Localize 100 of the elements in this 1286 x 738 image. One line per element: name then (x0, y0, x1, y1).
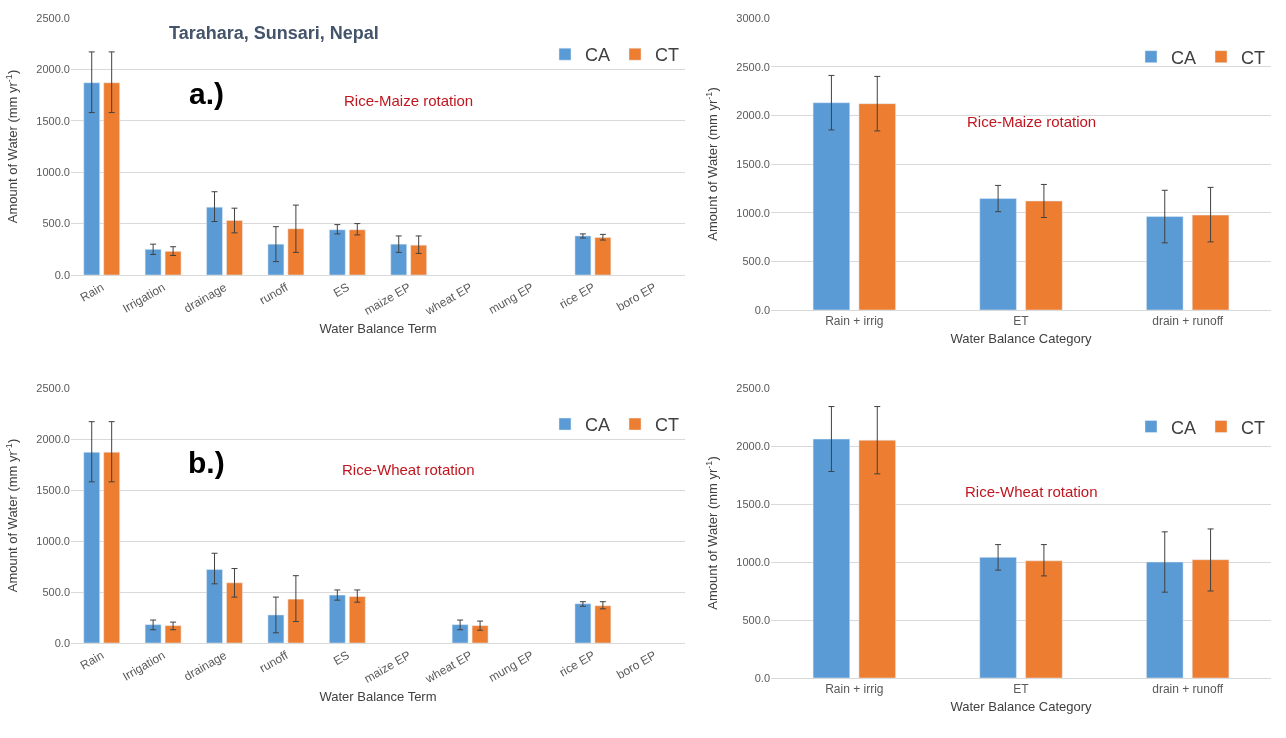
x-tick-label: boro EP (614, 280, 659, 314)
x-tick-label: mung EP (486, 648, 536, 685)
bar (979, 557, 1017, 678)
y-tick-label: 1500.0 (36, 483, 70, 496)
bar (1192, 214, 1230, 310)
y-tick-label: 0.0 (54, 268, 70, 281)
y-tick-label: 2000.0 (736, 439, 770, 452)
annotation: a.) (189, 77, 225, 110)
bar (83, 452, 100, 643)
x-tick-label: Rain + irrig (825, 314, 884, 329)
y-tick-label: 2000.0 (36, 63, 70, 76)
bar (103, 82, 120, 275)
x-tick-label: drain + runoff (1152, 314, 1224, 329)
x-tick-label: drain + runoff (1152, 682, 1224, 697)
bar (1146, 216, 1184, 310)
chart-title: Tarahara, Sunsari, Nepal (169, 23, 379, 43)
bar (812, 102, 850, 310)
y-tick-label: 2000.0 (36, 432, 70, 445)
bar (144, 624, 162, 643)
legend-label: CA (1171, 47, 1197, 68)
bar (594, 605, 612, 643)
y-tick-label: 0.0 (54, 636, 70, 649)
bar (164, 625, 182, 643)
y-tick-label: 500.0 (742, 613, 770, 626)
y-tick-label: 500.0 (742, 255, 770, 268)
y-tick-label: 1000.0 (36, 534, 70, 547)
legend-label: CA (1171, 417, 1197, 438)
bar (574, 603, 592, 643)
bar (1025, 200, 1063, 310)
x-tick-label: ES (330, 280, 352, 301)
bar (390, 243, 407, 275)
x-tick-label: rice EP (556, 280, 598, 312)
bar (164, 251, 182, 275)
bar (574, 235, 592, 275)
legend-label: CA (585, 45, 611, 66)
bar (349, 229, 366, 275)
x-axis-title: Water Balance Category (950, 331, 1093, 346)
bar (287, 598, 305, 643)
legend-label: CT (1241, 417, 1266, 438)
y-tick-label: 2500.0 (736, 60, 770, 73)
x-tick-label: ET (1013, 314, 1030, 329)
bar (287, 228, 305, 275)
bar (594, 237, 612, 275)
bar (858, 439, 896, 678)
bar (349, 596, 366, 643)
legend-label: CT (655, 45, 680, 66)
bar (329, 229, 346, 275)
bar (206, 569, 223, 643)
x-tick-label: Rain (77, 648, 107, 673)
x-axis-title: Water Balance Term (319, 688, 437, 704)
bar (226, 220, 243, 275)
y-tick-label: 500.0 (42, 585, 70, 598)
annotation: Rice-Wheat rotation (342, 461, 475, 478)
bar (451, 624, 469, 643)
y-tick-label: 1500.0 (736, 497, 770, 510)
bar (410, 244, 427, 275)
bar (1192, 559, 1230, 678)
y-tick-label: 0.0 (754, 303, 770, 316)
x-axis-title: Water Balance Category (950, 699, 1093, 714)
bar (83, 82, 100, 275)
x-tick-label: boro EP (614, 648, 659, 682)
annotation: Rice-Wheat rotation (965, 483, 1098, 500)
legend-label: CT (655, 415, 680, 436)
x-axis-title: Water Balance Term (319, 320, 437, 336)
bar (206, 206, 223, 275)
y-tick-label: 2500.0 (736, 381, 770, 394)
bar (858, 103, 896, 310)
x-tick-label: Rain + irrig (825, 682, 884, 697)
x-tick-label: ES (330, 648, 352, 669)
annotation: Rice-Maize rotation (967, 113, 1097, 130)
bar (267, 243, 285, 275)
legend-label: CA (585, 415, 611, 436)
y-tick-label: 2000.0 (736, 109, 770, 122)
bar (267, 614, 285, 643)
x-tick-label: ET (1013, 682, 1030, 697)
y-tick-label: 1000.0 (736, 206, 770, 219)
y-tick-label: 3000.0 (736, 11, 770, 24)
bar (144, 249, 162, 275)
bar (329, 594, 346, 643)
legend-label: CT (1241, 47, 1266, 68)
y-tick-label: 1500.0 (36, 114, 70, 127)
bar (471, 625, 489, 643)
bar (226, 582, 243, 643)
y-tick-label: 1000.0 (736, 555, 770, 568)
y-tick-label: 2500.0 (36, 381, 70, 394)
y-tick-label: 500.0 (42, 217, 70, 230)
bar (103, 452, 120, 643)
bar (979, 198, 1017, 310)
x-tick-label: Rain (77, 280, 107, 305)
annotation: Rice-Maize rotation (344, 92, 474, 109)
bar (1146, 561, 1184, 678)
y-tick-label: 0.0 (754, 671, 770, 684)
y-tick-label: 1500.0 (736, 157, 770, 170)
annotation: b.) (188, 446, 225, 479)
bar (1025, 560, 1063, 678)
bar (812, 438, 850, 678)
y-tick-label: 2500.0 (36, 11, 70, 24)
x-tick-label: rice EP (556, 648, 598, 680)
y-tick-label: 1000.0 (36, 166, 70, 179)
x-tick-label: mung EP (486, 280, 536, 317)
